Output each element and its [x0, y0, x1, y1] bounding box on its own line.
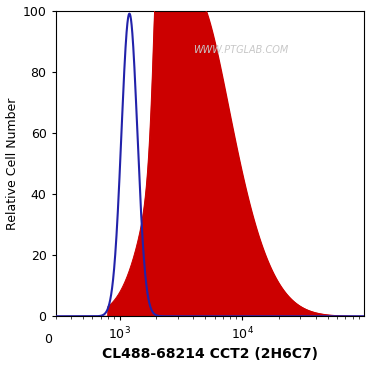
Text: 0: 0 — [44, 333, 53, 346]
Text: WWW.PTGLAB.COM: WWW.PTGLAB.COM — [193, 45, 289, 55]
X-axis label: CL488-68214 CCT2 (2H6C7): CL488-68214 CCT2 (2H6C7) — [102, 348, 318, 361]
Y-axis label: Relative Cell Number: Relative Cell Number — [6, 97, 18, 230]
